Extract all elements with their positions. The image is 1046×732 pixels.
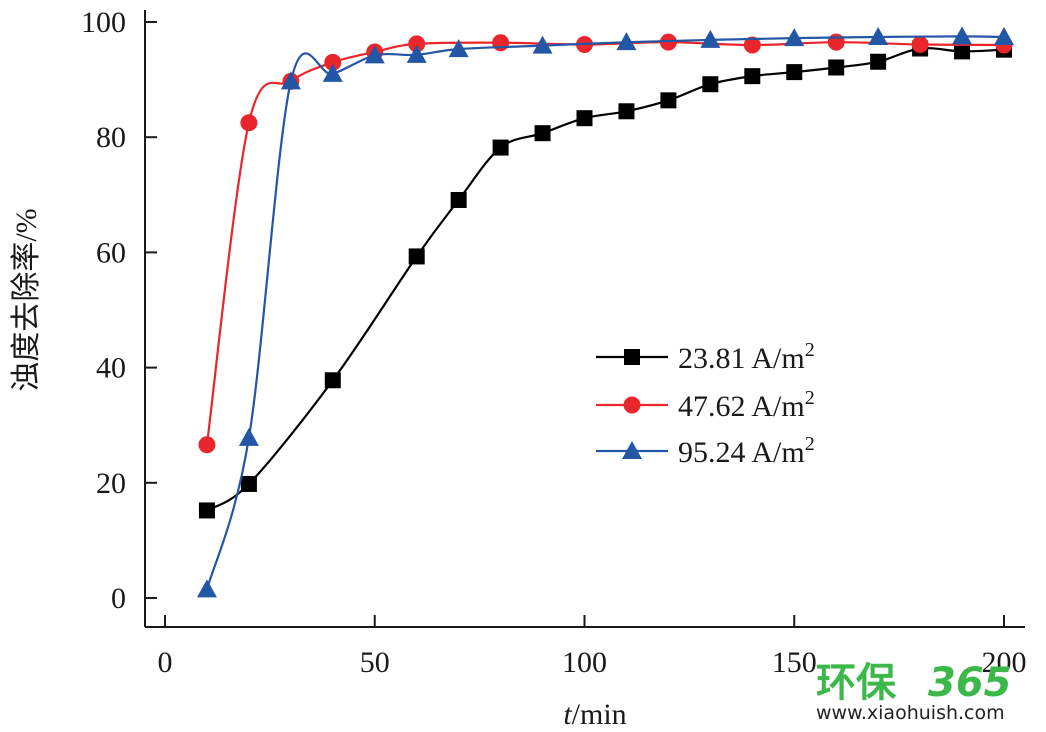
series-layer: [196, 26, 1014, 598]
data-point: [784, 28, 805, 47]
data-point: [828, 59, 845, 76]
data-point: [616, 32, 637, 51]
x-axis-title-unit: /min: [572, 698, 627, 731]
legend-marker: [622, 441, 642, 459]
series-line: [206, 47, 1005, 512]
series-47-62: [198, 33, 1013, 454]
data-point: [576, 110, 593, 127]
data-point: [827, 33, 845, 51]
data-point: [408, 248, 425, 265]
x-tick-label: 150: [772, 646, 817, 679]
legend-label: 47.62 A/m2: [678, 387, 815, 423]
data-point: [406, 44, 427, 63]
y-tick-label: 20: [96, 467, 126, 500]
y-tick-label: 100: [81, 6, 126, 39]
series-95-24: [196, 26, 1014, 598]
y-tick-label: 60: [96, 236, 126, 269]
x-axis-title-variable: t: [563, 698, 572, 731]
watermark: 环保 365 www.xiaohuish.com: [816, 660, 1012, 724]
legend-label: 23.81 A/m2: [678, 339, 815, 375]
data-point: [534, 125, 551, 142]
data-point: [492, 139, 509, 156]
data-point: [450, 191, 467, 208]
data-point: [198, 436, 216, 454]
legend: 23.81 A/m2 47.62 A/m2 95.24 A/m2: [596, 339, 815, 469]
y-tick-label: 80: [96, 121, 126, 154]
legend-marker: [623, 396, 641, 414]
watermark-url: www.xiaohuish.com: [816, 702, 1005, 724]
watermark-brand-text: 环保: [816, 660, 897, 706]
x-axis-title: t/min: [563, 698, 626, 731]
x-ticks: 0 50 100 150 200: [158, 615, 1027, 679]
legend-item: 23.81 A/m2: [596, 339, 815, 375]
data-point: [408, 35, 426, 53]
axes: [144, 10, 1025, 628]
data-point: [700, 29, 721, 48]
data-point: [198, 502, 215, 519]
data-point: [911, 35, 929, 53]
legend-marker: [624, 349, 640, 365]
data-point: [238, 427, 259, 446]
legend-item: 95.24 A/m2: [596, 433, 815, 469]
data-point: [364, 45, 385, 64]
data-point: [744, 68, 761, 85]
legend-label: 95.24 A/m2: [678, 433, 815, 469]
data-point: [280, 71, 301, 90]
data-point: [618, 103, 635, 120]
data-point: [322, 63, 343, 82]
data-point: [743, 36, 761, 54]
data-point: [952, 26, 973, 45]
data-point: [994, 26, 1014, 45]
data-point: [448, 39, 469, 58]
data-point: [492, 34, 510, 52]
x-tick-label: 50: [360, 646, 390, 679]
data-point: [659, 33, 677, 51]
x-tick-label: 0: [158, 646, 173, 679]
x-tick-label: 200: [982, 646, 1027, 679]
data-point: [660, 92, 677, 109]
y-tick-label: 40: [96, 352, 126, 385]
data-point: [702, 76, 719, 93]
data-point: [954, 43, 971, 60]
series-line: [205, 35, 1005, 590]
data-point: [324, 372, 341, 389]
data-point: [786, 64, 803, 81]
legend-item: 47.62 A/m2: [596, 387, 815, 423]
series-23-81: [198, 40, 1012, 519]
x-tick-label: 100: [562, 646, 607, 679]
watermark-brand-number: 365: [928, 660, 1012, 706]
data-point: [240, 114, 258, 132]
y-axis-title: 浊度去除率/%: [10, 208, 43, 391]
data-point: [870, 53, 887, 70]
y-ticks: 0 20 40 60 80 100: [81, 6, 157, 615]
data-point: [532, 35, 553, 54]
data-point: [240, 475, 257, 492]
data-point: [324, 53, 342, 71]
data-point: [196, 579, 217, 598]
data-point: [868, 26, 889, 45]
y-tick-label: 0: [111, 582, 126, 615]
